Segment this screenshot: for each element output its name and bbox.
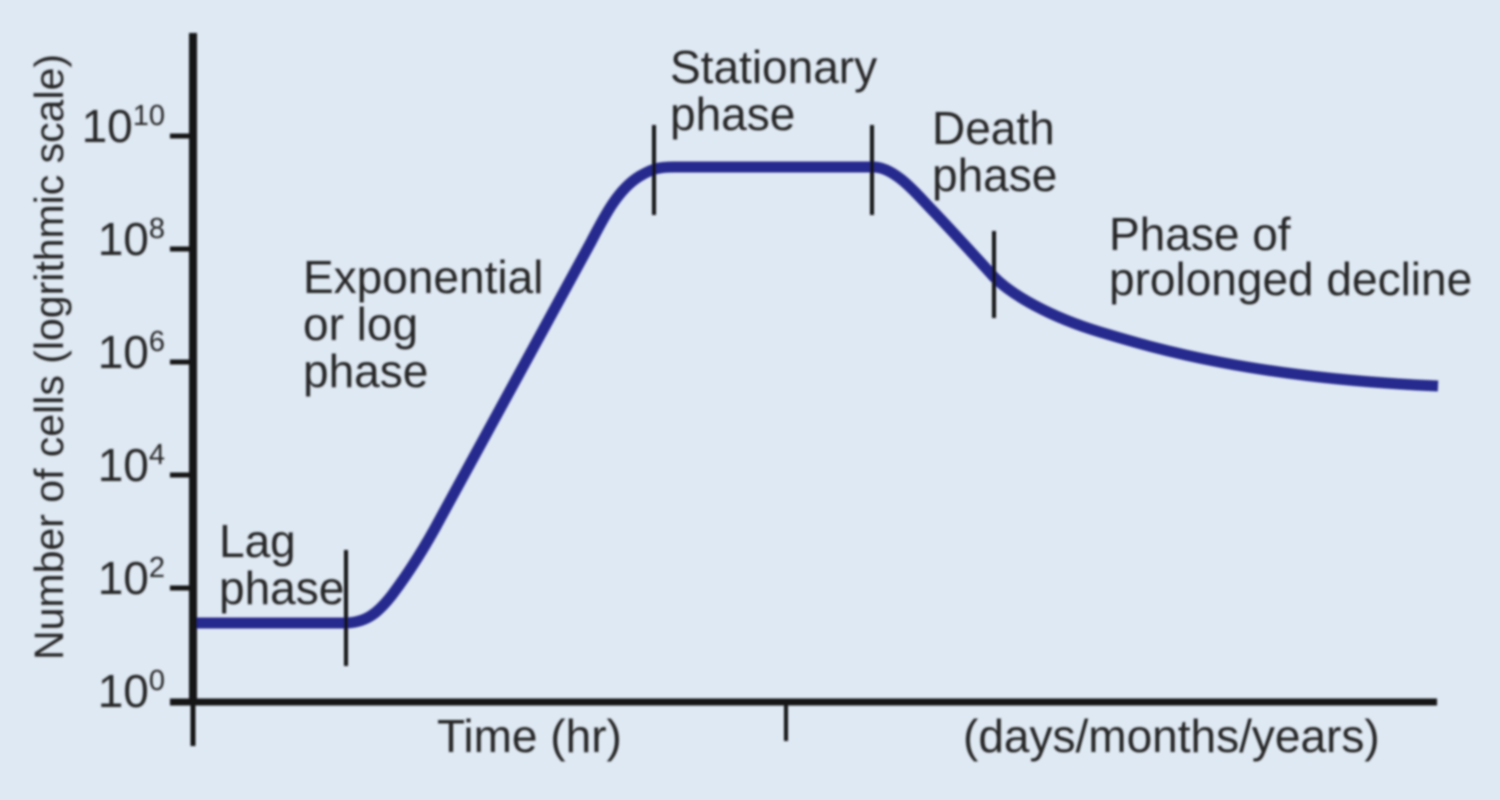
svg-text:Death: Death: [932, 102, 1055, 154]
svg-text:phase: phase: [670, 88, 795, 140]
svg-text:Lag: Lag: [219, 515, 296, 567]
svg-text:108: 108: [98, 213, 165, 265]
svg-text:1010: 1010: [82, 100, 165, 152]
svg-text:prolonged decline: prolonged decline: [1109, 253, 1472, 305]
svg-text:Number of cells (logrithmic sc: Number of cells (logrithmic scale): [26, 54, 72, 660]
svg-text:(days/months/years): (days/months/years): [963, 710, 1380, 762]
svg-text:phase: phase: [932, 149, 1057, 201]
svg-text:phase: phase: [303, 345, 428, 397]
svg-text:Exponential: Exponential: [303, 251, 543, 303]
svg-text:Phase of: Phase of: [1109, 208, 1291, 260]
svg-text:Stationary: Stationary: [670, 41, 877, 93]
svg-text:102: 102: [98, 552, 165, 604]
svg-text:phase: phase: [219, 562, 344, 614]
svg-text:Time (hr): Time (hr): [437, 710, 622, 762]
svg-text:or log: or log: [303, 298, 418, 350]
